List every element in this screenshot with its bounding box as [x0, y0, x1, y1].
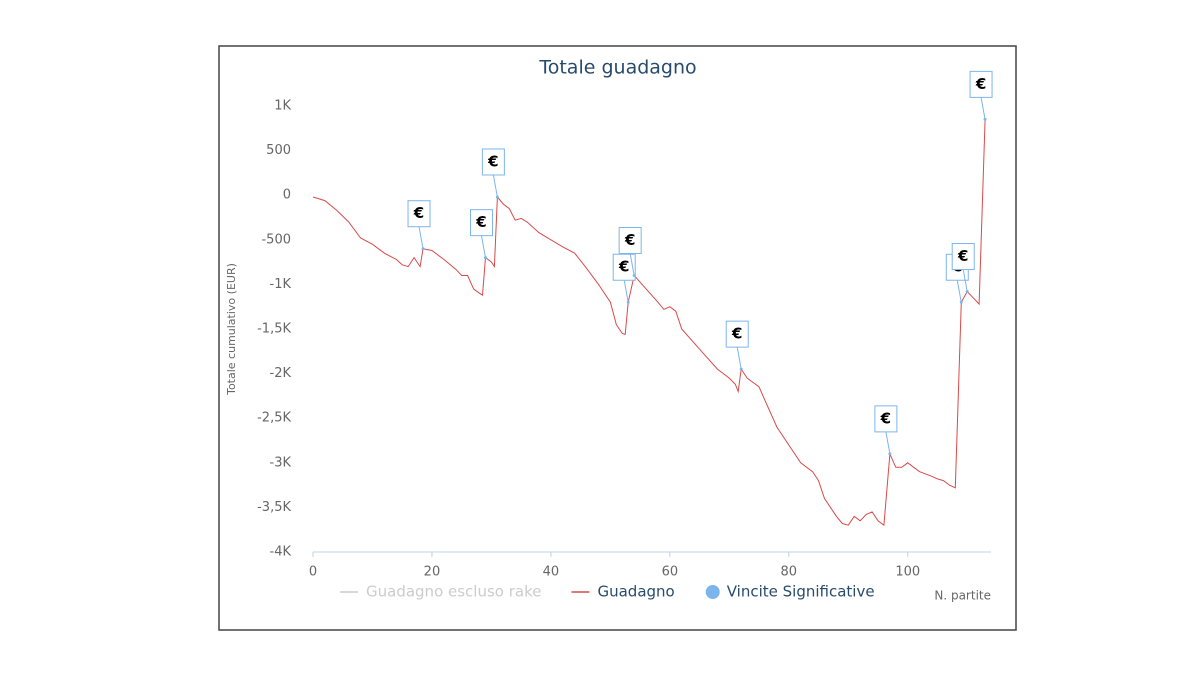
x-axis-label: N. partite	[934, 589, 991, 603]
flag-label: €	[880, 409, 891, 427]
flag-stem	[885, 431, 891, 454]
flag-point	[888, 452, 892, 456]
flag-stem	[623, 280, 629, 303]
flag-box	[469, 209, 493, 237]
flag-stem	[962, 269, 968, 292]
flag-label: €	[624, 231, 635, 249]
chart-frame	[218, 45, 1017, 631]
y-tick-label: -1K	[270, 277, 292, 292]
flag-label: €	[618, 258, 629, 276]
flag-label: €	[957, 247, 968, 265]
y-tick-label: -1,5K	[257, 322, 291, 337]
flag: €	[951, 243, 975, 294]
legend-label: Vincite Significative	[727, 583, 875, 601]
flag-stem	[418, 226, 424, 249]
flag: €	[618, 226, 642, 277]
x-tick-label: 80	[781, 565, 798, 580]
x-tick-label: 100	[895, 565, 920, 580]
flag-point	[965, 290, 969, 294]
flag-stem	[480, 235, 486, 258]
flag-point	[632, 273, 636, 277]
flag: €	[874, 405, 898, 456]
legend-label: Guadagno escluso rake	[366, 583, 541, 601]
flag-stem	[492, 174, 498, 198]
flag-box	[725, 320, 749, 348]
flag-label: €	[731, 325, 742, 343]
flag-point	[483, 256, 487, 260]
flag: €	[481, 148, 505, 199]
flag-box	[951, 243, 975, 271]
line-series	[312, 119, 986, 527]
y-tick-label: 500	[266, 143, 291, 158]
flag-stem	[956, 280, 962, 303]
y-tick-label: -3,5K	[257, 500, 291, 515]
flag-label: €	[475, 213, 486, 231]
flag-stem	[736, 347, 742, 370]
flag: €	[725, 320, 749, 371]
flag-box	[969, 70, 993, 98]
chart-title: Totale guadagno	[538, 57, 696, 79]
y-tick-label: -2,5K	[257, 411, 291, 426]
flag-box	[874, 405, 898, 433]
flag: €	[469, 209, 493, 260]
flag-point	[421, 247, 425, 251]
flag-point	[959, 300, 963, 304]
flag-stem	[980, 97, 986, 120]
x-tick-label: 20	[424, 565, 441, 580]
flag-label: €	[413, 204, 424, 222]
legend-label: Guadagno	[597, 583, 674, 601]
flag-point	[626, 300, 630, 304]
flag-point	[983, 117, 987, 121]
flag-box	[407, 200, 431, 228]
y-tick-label: -2K	[270, 366, 292, 381]
flag-stem	[629, 253, 635, 276]
x-tick-label: 0	[309, 565, 317, 580]
y-tick-label: -500	[261, 232, 291, 247]
flag-box	[612, 253, 636, 281]
flag-point	[739, 367, 743, 371]
y-tick-label: -4K	[270, 545, 292, 560]
legend-symbol	[705, 585, 720, 599]
flag-box	[481, 148, 505, 176]
y-axis-label: Totale cumulativo (EUR)	[225, 263, 238, 396]
flag-label: €	[487, 152, 498, 170]
x-tick-label: 40	[543, 565, 560, 580]
flag-point	[495, 195, 499, 199]
y-tick-label: 1K	[274, 99, 291, 114]
y-tick-label: -3K	[270, 455, 292, 470]
x-tick-label: 60	[662, 565, 679, 580]
flag-box	[618, 226, 642, 254]
flag: €	[407, 200, 431, 251]
flag: €	[612, 253, 636, 304]
y-tick-label: 0	[283, 188, 291, 203]
flag: €	[969, 70, 993, 121]
flag-label: €	[975, 75, 986, 93]
